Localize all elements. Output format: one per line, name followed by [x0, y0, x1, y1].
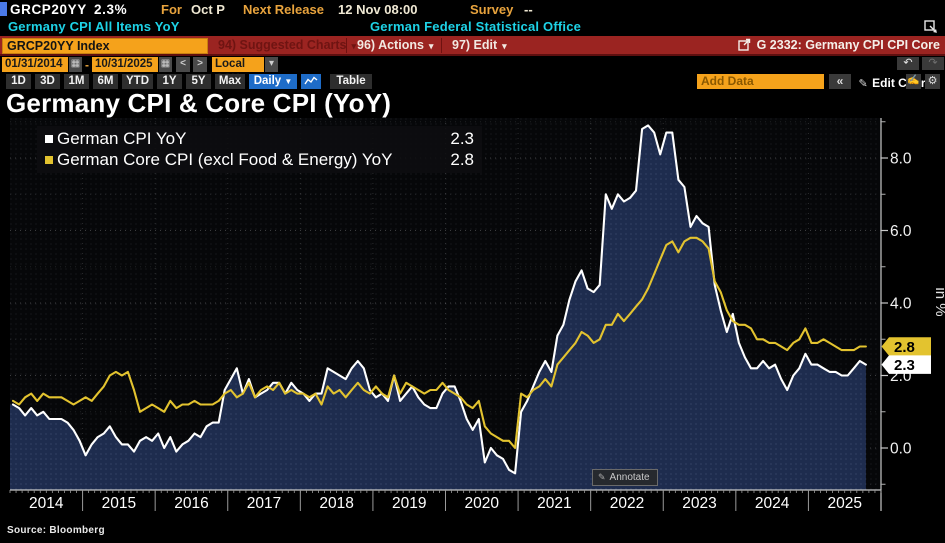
svg-text:2021: 2021: [537, 495, 571, 512]
chart-settings-icon[interactable]: ✍: [906, 74, 921, 89]
svg-text:6.0: 6.0: [890, 223, 912, 240]
svg-text:2014: 2014: [29, 495, 64, 512]
svg-text:2022: 2022: [610, 495, 644, 512]
export-icon: [737, 38, 750, 51]
collapse-panel-button[interactable]: «: [829, 74, 851, 89]
next-release-label: Next Release: [243, 2, 324, 17]
menu-separator: [441, 38, 442, 53]
security-input[interactable]: [2, 38, 208, 54]
date-from-field[interactable]: 01/31/2014: [2, 57, 68, 72]
svg-text:2017: 2017: [247, 495, 281, 512]
svg-text:2019: 2019: [392, 495, 426, 512]
next-release-value: 12 Nov 08:00: [338, 2, 418, 17]
edit-chart-button[interactable]: ✎ Edit Chart: [858, 76, 930, 90]
ticker-symbol: GRCP20YY: [10, 2, 87, 17]
period-1y[interactable]: 1Y: [157, 74, 182, 89]
input-cursor-block: [0, 2, 7, 16]
svg-text:2025: 2025: [827, 495, 861, 512]
period-ytd[interactable]: YTD: [122, 74, 153, 89]
chart-title: Germany CPI & Core CPI (YoY): [6, 88, 392, 118]
period-6m[interactable]: 6M: [93, 74, 118, 89]
svg-text:2016: 2016: [174, 495, 208, 512]
undo-button[interactable]: ↶: [897, 57, 919, 70]
svg-text:2.8: 2.8: [894, 339, 915, 356]
survey-label: Survey: [470, 2, 514, 17]
chart-type-icon[interactable]: [301, 74, 321, 89]
screen-copy-icon[interactable]: [924, 20, 938, 38]
svg-text:0.0: 0.0: [890, 441, 912, 458]
security-row: Germany CPI All Items YoY German Federal…: [0, 18, 945, 36]
for-value: Oct P: [191, 2, 225, 17]
survey-value: --: [524, 2, 533, 17]
frequency-select[interactable]: Daily ▼: [249, 74, 297, 89]
source-label: Source: Bloomberg: [7, 525, 105, 536]
annotate-button[interactable]: ✎ Annotate: [592, 469, 658, 486]
svg-text:2024: 2024: [755, 495, 790, 512]
menu-actions[interactable]: 96) Actions ▾: [357, 38, 434, 52]
svg-text:2023: 2023: [682, 495, 716, 512]
chart-ref-link[interactable]: G 2332: Germany CPI CPI Core: [737, 36, 940, 54]
pencil-icon: ✎: [858, 78, 868, 90]
period-3d[interactable]: 3D: [35, 74, 60, 89]
legend-item-cpi[interactable]: German CPI YoY 2.3: [45, 128, 474, 149]
date-controls-row: 01/31/2014 ▦ - 10/31/2025 ▦ < > Local CC…: [0, 57, 945, 85]
calendar-icon[interactable]: ▦: [159, 57, 172, 72]
svg-text:2018: 2018: [319, 495, 353, 512]
table-button[interactable]: Table: [330, 74, 372, 89]
menu-suggested-charts[interactable]: 94) Suggested Charts ▾: [218, 38, 357, 52]
svg-text:2.3: 2.3: [894, 357, 915, 374]
add-data-field[interactable]: Add Data: [697, 74, 824, 89]
security-name: Germany CPI All Items YoY: [8, 19, 180, 34]
currency-select[interactable]: Local CCY: [212, 57, 264, 85]
chart-legend: German CPI YoY 2.3 German Core CPI (excl…: [37, 126, 482, 173]
menu-bar: 94) Suggested Charts▾ 96) Actions▾ 97) E…: [0, 36, 945, 56]
gear-icon[interactable]: ⚙: [925, 74, 940, 89]
date-to-field[interactable]: 10/31/2025: [92, 57, 158, 72]
for-label: For: [161, 2, 182, 17]
redo-button[interactable]: ↷: [922, 57, 944, 70]
annotate-pencil-icon: ✎: [598, 472, 606, 482]
period-max[interactable]: Max: [215, 74, 245, 89]
ticker-value: 2.3%: [94, 2, 128, 17]
legend-item-core[interactable]: German Core CPI (excl Food & Energy) YoY…: [45, 149, 474, 170]
svg-text:2020: 2020: [465, 495, 500, 512]
header-row: GRCP20YY 2.3% For Oct P Next Release 12 …: [0, 0, 945, 18]
calendar-icon[interactable]: ▦: [69, 57, 82, 72]
menu-separator: [346, 38, 347, 53]
period-1d[interactable]: 1D: [6, 74, 31, 89]
svg-text:4.0: 4.0: [890, 296, 912, 313]
period-1m[interactable]: 1M: [64, 74, 89, 89]
next-range-button[interactable]: >: [193, 57, 207, 72]
svg-text:8.0: 8.0: [890, 151, 912, 168]
menu-edit[interactable]: 97) Edit ▾: [452, 38, 507, 52]
legend-marker-core: [45, 155, 53, 164]
legend-marker-cpi: [45, 134, 53, 143]
svg-text:in %: in %: [932, 287, 945, 316]
period-5y[interactable]: 5Y: [186, 74, 211, 89]
security-source: German Federal Statistical Office: [370, 19, 582, 34]
date-range-separator: -: [85, 58, 89, 72]
period-controls-row: 1D 3D 1M 6M YTD 1Y 5Y Max Daily ▼ Table …: [0, 74, 945, 90]
currency-dropdown-arrow[interactable]: ▾: [265, 57, 278, 72]
svg-text:2015: 2015: [102, 495, 136, 512]
prev-range-button[interactable]: <: [176, 57, 190, 72]
